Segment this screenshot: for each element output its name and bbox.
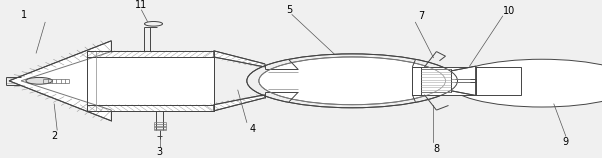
Polygon shape xyxy=(214,95,265,111)
Text: 4: 4 xyxy=(250,124,256,134)
Text: 7: 7 xyxy=(418,11,424,21)
Circle shape xyxy=(259,57,445,105)
Circle shape xyxy=(144,21,163,26)
Bar xyxy=(265,69,298,92)
Text: 3: 3 xyxy=(157,147,163,157)
Circle shape xyxy=(26,77,52,84)
Polygon shape xyxy=(87,51,214,57)
Text: 10: 10 xyxy=(503,6,515,16)
Circle shape xyxy=(247,54,458,108)
Text: 1: 1 xyxy=(21,10,27,20)
Bar xyxy=(421,69,452,92)
Polygon shape xyxy=(214,51,265,67)
Text: 9: 9 xyxy=(563,137,569,147)
Polygon shape xyxy=(87,105,214,111)
Polygon shape xyxy=(452,66,476,95)
Bar xyxy=(87,57,214,105)
Text: 8: 8 xyxy=(433,144,439,154)
Circle shape xyxy=(448,59,602,107)
Bar xyxy=(412,67,521,95)
Text: 5: 5 xyxy=(286,5,292,15)
Polygon shape xyxy=(9,41,111,121)
Text: 2: 2 xyxy=(51,131,57,141)
Text: 11: 11 xyxy=(135,0,147,10)
